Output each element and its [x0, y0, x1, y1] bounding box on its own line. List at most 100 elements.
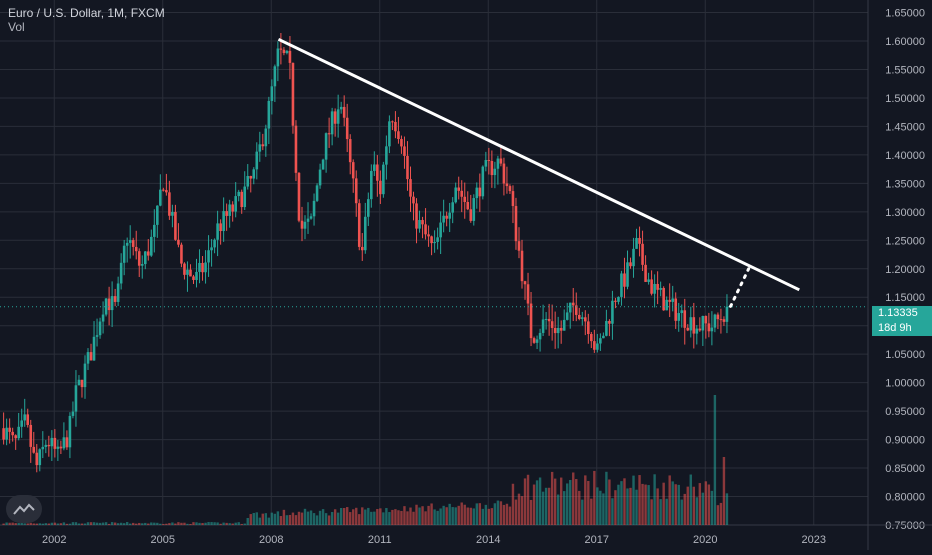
- tradingview-logo-icon[interactable]: [6, 495, 42, 523]
- volume-bar: [333, 509, 337, 525]
- candle-body: [680, 310, 684, 314]
- volume-bar: [270, 512, 274, 525]
- candle-body: [294, 125, 298, 173]
- volume-bar: [526, 474, 530, 525]
- volume-bar: [138, 522, 141, 525]
- candle-countdown: 18d 9h: [872, 321, 932, 336]
- volume-bar: [382, 512, 385, 525]
- volume-bar: [689, 474, 692, 525]
- candle-body: [641, 243, 644, 265]
- volume-bar: [665, 498, 668, 525]
- candle-body: [333, 111, 337, 124]
- volume-bar: [623, 478, 626, 525]
- volume-bar: [505, 503, 509, 525]
- volume-bar: [596, 487, 599, 525]
- candle-body: [134, 246, 138, 252]
- volume-bar: [677, 484, 680, 525]
- volume-bar: [312, 513, 316, 525]
- y-tick-label: 1.25000: [885, 235, 925, 247]
- volume-bar: [23, 523, 26, 525]
- candle-body: [153, 224, 156, 237]
- candle-body: [285, 50, 289, 54]
- volume-bar: [50, 522, 54, 525]
- candle-body: [159, 189, 162, 206]
- candle-body: [276, 48, 280, 67]
- candle-body: [716, 314, 720, 320]
- candle-body: [321, 159, 325, 170]
- candle-body: [50, 437, 54, 447]
- volume-bar: [62, 522, 66, 525]
- candle-body: [442, 215, 445, 223]
- candle-body: [171, 211, 174, 216]
- resistance-trendline: [277, 37, 800, 292]
- volume-bar: [590, 498, 593, 525]
- volume-bar: [647, 485, 650, 525]
- volume-bar: [303, 508, 307, 525]
- volume-bar: [122, 523, 126, 525]
- candle-body: [339, 106, 343, 110]
- y-tick-label: 1.60000: [885, 36, 925, 48]
- candle-body: [704, 315, 708, 324]
- volume-bar: [252, 512, 255, 525]
- candle-body: [502, 163, 506, 184]
- candle-body: [427, 234, 430, 237]
- volume-bar: [707, 484, 711, 525]
- candle-body: [258, 144, 262, 152]
- volume-bar: [490, 508, 494, 525]
- volume-bar: [144, 522, 147, 525]
- volume-bar: [511, 483, 515, 525]
- candle-body: [17, 426, 20, 439]
- volume-bar: [478, 503, 482, 525]
- volume-bar: [680, 499, 683, 525]
- volume-bar: [321, 509, 325, 525]
- candle-body: [632, 248, 635, 267]
- volume-bar: [8, 522, 11, 525]
- candle-body: [330, 111, 334, 135]
- candle-body: [677, 313, 681, 321]
- candle-body: [246, 176, 250, 187]
- volume-bar: [246, 517, 249, 525]
- volume-bar: [581, 499, 584, 525]
- volume-bar: [638, 475, 641, 525]
- volume-bar: [282, 509, 286, 525]
- volume-bar: [104, 522, 108, 525]
- volume-bar: [499, 501, 503, 525]
- volume-bar: [397, 510, 400, 525]
- y-tick-label: 1.30000: [885, 207, 925, 219]
- candle-body: [415, 203, 418, 229]
- candle-body: [5, 427, 8, 440]
- candle-body: [249, 176, 253, 179]
- candle-body: [571, 302, 575, 306]
- volume-bar: [358, 514, 361, 525]
- volume-bar: [101, 522, 105, 525]
- candle-body: [177, 239, 180, 245]
- candle-body: [719, 319, 723, 321]
- candle-body: [74, 385, 78, 412]
- volume-bar: [493, 503, 497, 525]
- candle-body: [529, 303, 533, 339]
- candle-body: [490, 161, 494, 176]
- candle-body: [472, 198, 476, 221]
- candle-body: [517, 241, 521, 251]
- volume-bar: [695, 497, 699, 525]
- volume-bar: [204, 522, 207, 525]
- volume-bar: [98, 522, 102, 525]
- candle-body: [32, 446, 36, 453]
- candle-body: [623, 273, 626, 287]
- candle-body: [300, 220, 304, 229]
- volume-bar: [132, 522, 135, 525]
- candle-body: [550, 321, 554, 328]
- volume-bar: [430, 503, 433, 525]
- volume-bar: [599, 490, 602, 525]
- y-tick-label: 0.95000: [885, 406, 925, 418]
- candle-body: [481, 166, 485, 197]
- volume-bar: [532, 484, 536, 525]
- volume-bar: [11, 522, 14, 525]
- volume-bar: [656, 488, 659, 525]
- candle-body: [656, 283, 659, 290]
- volume-bar: [662, 482, 665, 525]
- volume-bar: [210, 522, 213, 525]
- volume-bar: [641, 483, 644, 525]
